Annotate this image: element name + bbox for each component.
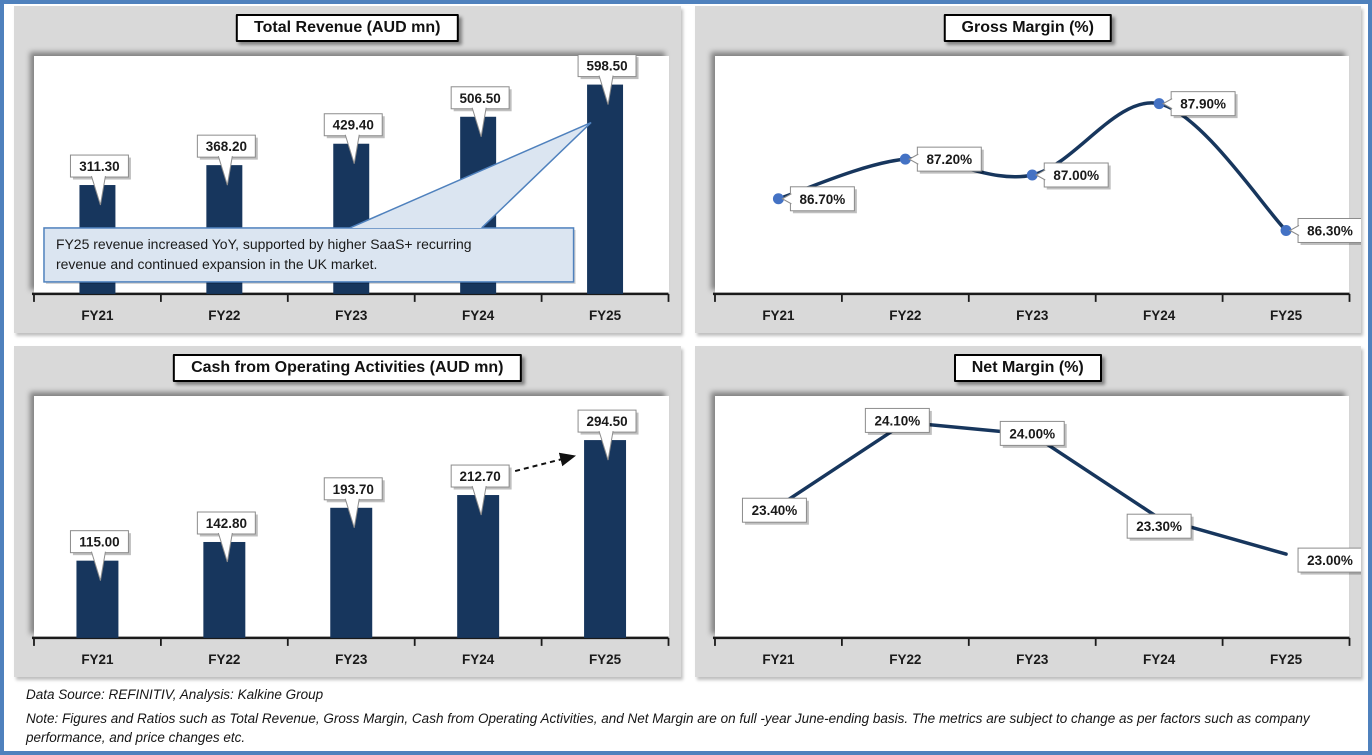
panel-gross-margin: Gross Margin (%) FY21 FY22 FY23 FY24 FY25 86.… — [694, 6, 1361, 333]
panel-total-revenue: Total Revenue (AUD mn) FY21 FY22 FY23 FY24 F… — [14, 6, 681, 333]
plot-area — [34, 56, 669, 294]
panel-cash-operating: Cash from Operating Activities (AUD mn) … — [14, 346, 681, 677]
x-axis-label: FY24 — [462, 308, 495, 323]
plot-area — [714, 396, 1349, 638]
x-axis-label: FY23 — [1016, 308, 1048, 323]
x-axis-label: FY23 — [1016, 652, 1048, 667]
x-axis-label: FY21 — [81, 308, 114, 323]
x-axis-label: FY22 — [208, 308, 240, 323]
chart-title-gross-margin: Gross Margin (%) — [943, 14, 1112, 42]
footer-data-source: Data Source: REFINITIV, Analysis: Kalkin… — [26, 687, 324, 702]
x-axis-label: FY24 — [1143, 652, 1176, 667]
x-axis-label: FY25 — [589, 652, 622, 667]
x-axis-label: FY22 — [889, 308, 921, 323]
x-axis-label: FY22 — [889, 652, 921, 667]
x-axis-label: FY21 — [762, 308, 795, 323]
chart-title-total-revenue: Total Revenue (AUD mn) — [236, 14, 459, 42]
charts-grid: Total Revenue (AUD mn) FY21 FY22 FY23 FY24 F… — [4, 4, 1368, 677]
x-axis-label: FY23 — [335, 652, 367, 667]
x-axis-label: FY25 — [1269, 652, 1302, 667]
x-axis-label: FY22 — [208, 652, 240, 667]
x-axis-label: FY21 — [762, 652, 795, 667]
plot-area — [714, 56, 1349, 294]
footer-note: Note: Figures and Ratios such as Total R… — [26, 710, 1310, 746]
x-axis-label: FY21 — [81, 652, 114, 667]
footer: Data Source: REFINITIV, Analysis: Kalkin… — [4, 677, 1368, 748]
x-axis-label: FY25 — [589, 308, 622, 323]
x-axis-label: FY23 — [335, 308, 367, 323]
chart-title-net-margin: Net Margin (%) — [953, 354, 1102, 382]
x-axis-label: FY25 — [1269, 308, 1302, 323]
chart-title-cash-operating: Cash from Operating Activities (AUD mn) — [173, 354, 522, 382]
x-axis-label: FY24 — [1143, 308, 1176, 323]
plot-area — [34, 396, 669, 638]
x-axis-label: FY24 — [462, 652, 495, 667]
panel-net-margin: Net Margin (%) FY21 FY22 FY23 FY24 FY25 23.40… — [694, 346, 1361, 677]
